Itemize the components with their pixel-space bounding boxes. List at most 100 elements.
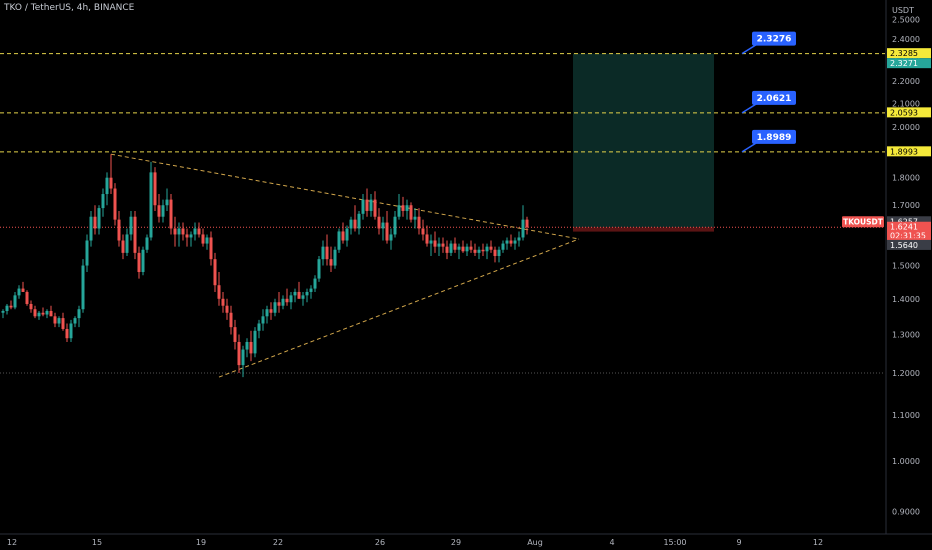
long-target-zone	[573, 53, 714, 228]
price-tick-label: 2.2000	[892, 77, 920, 86]
candle-body	[289, 295, 293, 303]
price-tick-label: 2.1000	[892, 99, 920, 108]
candle-body	[189, 234, 193, 238]
candle-body	[269, 309, 273, 313]
candle-body	[265, 309, 269, 317]
candle-body	[221, 298, 225, 306]
candle-body	[281, 298, 285, 306]
time-tick-label: 26	[375, 538, 385, 547]
candle-body	[49, 310, 53, 317]
candle-body	[181, 228, 185, 235]
candle-body	[105, 177, 109, 195]
candle-body	[525, 219, 529, 228]
time-tick-label: 12	[7, 538, 17, 547]
symbol-tag	[842, 216, 884, 228]
time-tick-label: 4	[609, 538, 614, 547]
axis-price-tag	[887, 58, 931, 69]
candle-body	[69, 323, 73, 339]
axis-price-tag-label: 02:31:35	[890, 232, 926, 241]
candle-body	[261, 316, 265, 324]
candle-body	[101, 194, 105, 209]
candle-body	[469, 246, 473, 250]
time-tick-label: 19	[196, 538, 206, 547]
axis-price-tag	[887, 146, 931, 157]
target-flag-2	[752, 90, 796, 105]
candle-body	[233, 327, 237, 342]
candle-body	[337, 231, 341, 250]
candle-body	[121, 240, 125, 253]
candle-body	[401, 205, 405, 211]
candle-body	[413, 216, 417, 220]
long-stop-zone	[573, 227, 714, 232]
candle-body	[149, 172, 153, 238]
candle-body	[477, 249, 481, 253]
candle-body	[325, 246, 329, 260]
price-tick-label: 2.4000	[892, 35, 920, 44]
price-tick-label: 0.9000	[892, 508, 920, 517]
candle-body	[377, 216, 381, 229]
triangle-upper-line	[110, 153, 580, 240]
candle-body	[17, 288, 21, 296]
candle-body	[357, 213, 361, 229]
candle-body	[145, 237, 149, 250]
time-tick-label: 15	[92, 538, 102, 547]
candle-body	[73, 318, 77, 324]
candle-body	[133, 216, 137, 253]
candle-body	[9, 305, 13, 308]
candle-body	[293, 291, 297, 296]
time-tick-label: 15:00	[663, 538, 686, 547]
candle-body	[465, 246, 469, 252]
candle-body	[21, 288, 25, 292]
target-flag-1	[752, 31, 796, 46]
candle-body	[161, 205, 165, 217]
axis-price-tag	[887, 216, 931, 227]
candle-body	[341, 231, 345, 241]
candle-body	[77, 309, 81, 319]
candle-body	[309, 288, 313, 292]
candle-body	[317, 259, 321, 279]
candle-body	[385, 222, 389, 241]
candles	[1, 154, 529, 378]
chart-title: TKO / TetherUS, 4h, BINANCE	[4, 3, 135, 13]
candle-body	[205, 237, 209, 244]
candle-body	[173, 228, 177, 235]
candle-body	[81, 265, 85, 310]
symbol-tag-label: TKOUSDT	[843, 218, 884, 227]
candle-body	[241, 349, 245, 366]
axis-price-tag-label: 2.0593	[890, 108, 918, 117]
axis-price-tag	[887, 221, 931, 232]
candle-body	[381, 222, 385, 229]
candle-body	[61, 318, 65, 329]
candle-body	[321, 246, 325, 260]
time-tick-label: 29	[451, 538, 461, 547]
candle-body	[333, 249, 337, 266]
axis-price-tag	[887, 107, 931, 118]
candle-body	[37, 312, 41, 317]
candle-body	[253, 330, 257, 354]
candle-body	[453, 243, 457, 250]
candle-body	[129, 216, 133, 235]
candle-body	[141, 249, 145, 273]
candle-body	[29, 303, 33, 310]
price-tick-label: 1.7000	[892, 201, 920, 210]
candle-body	[505, 240, 509, 244]
candle-body	[393, 216, 397, 235]
candle-body	[441, 243, 445, 247]
candle-body	[229, 312, 233, 328]
candle-body	[449, 243, 453, 253]
candle-body	[225, 305, 229, 313]
price-tick-label: 1.2000	[892, 369, 920, 378]
axis-price-tag-label: 2.3271	[890, 59, 918, 68]
candle-body	[89, 216, 93, 241]
candle-body	[521, 219, 525, 238]
price-tick-label: 2.5000	[892, 15, 920, 24]
candle-body	[165, 199, 169, 206]
candle-body	[501, 243, 505, 250]
currency-label: USDT	[892, 6, 914, 15]
axis-price-tag	[887, 48, 931, 59]
candle-body	[445, 246, 449, 253]
time-tick-label: 9	[736, 538, 741, 547]
candle-body	[493, 249, 497, 257]
